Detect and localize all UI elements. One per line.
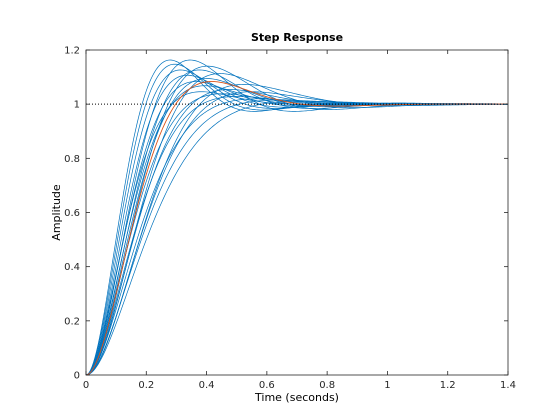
- response-line-16: [85, 100, 508, 376]
- response-line-7: [85, 69, 508, 376]
- x-tick-label: 0: [83, 380, 89, 391]
- y-tick-label: 1: [74, 100, 80, 111]
- x-tick-label: 1.2: [440, 380, 456, 391]
- y-tick-label: 0: [74, 371, 80, 382]
- y-tick-label: 1.2: [64, 46, 80, 57]
- x-tick-label: 0.4: [199, 380, 215, 391]
- response-line-3: [85, 69, 508, 376]
- x-tick-label: 1.4: [500, 380, 516, 391]
- response-curves: [85, 59, 509, 376]
- nominal-response-line: [85, 81, 508, 376]
- x-tick-label: 0.8: [319, 380, 335, 391]
- response-line-17: [85, 91, 509, 376]
- chart-title: Step Response: [251, 31, 343, 44]
- x-tick-label: 1: [384, 380, 390, 391]
- response-line-18: [85, 84, 509, 376]
- response-line-5: [85, 81, 508, 376]
- x-axis-label: Time (seconds): [254, 391, 339, 404]
- y-axis-label: Amplitude: [50, 184, 63, 241]
- x-tick-label: 0.6: [259, 380, 275, 391]
- y-tick-label: 0.6: [64, 208, 80, 219]
- axis-ticks: [85, 49, 509, 376]
- response-line-9: [85, 85, 508, 376]
- y-tick-label: 0.4: [64, 262, 80, 273]
- response-line-15: [85, 99, 508, 376]
- response-line-2: [85, 63, 508, 376]
- axis-tick-labels: 0 0.2 0.4 0.6 0.8 1 1.2 1.4 0 0.2 0.4 0.6 0.8 1 1.2: [64, 46, 516, 392]
- x-tick-label: 0.2: [138, 380, 154, 391]
- axes-box: [85, 49, 509, 376]
- y-tick-label: 0.8: [64, 154, 80, 165]
- response-line-10: [85, 91, 508, 376]
- response-line-20: [85, 65, 509, 376]
- response-line-4: [85, 74, 508, 376]
- response-line-11: [85, 93, 508, 376]
- response-line-19: [85, 73, 509, 376]
- response-line-14: [85, 98, 508, 376]
- y-tick-label: 0.2: [64, 316, 80, 327]
